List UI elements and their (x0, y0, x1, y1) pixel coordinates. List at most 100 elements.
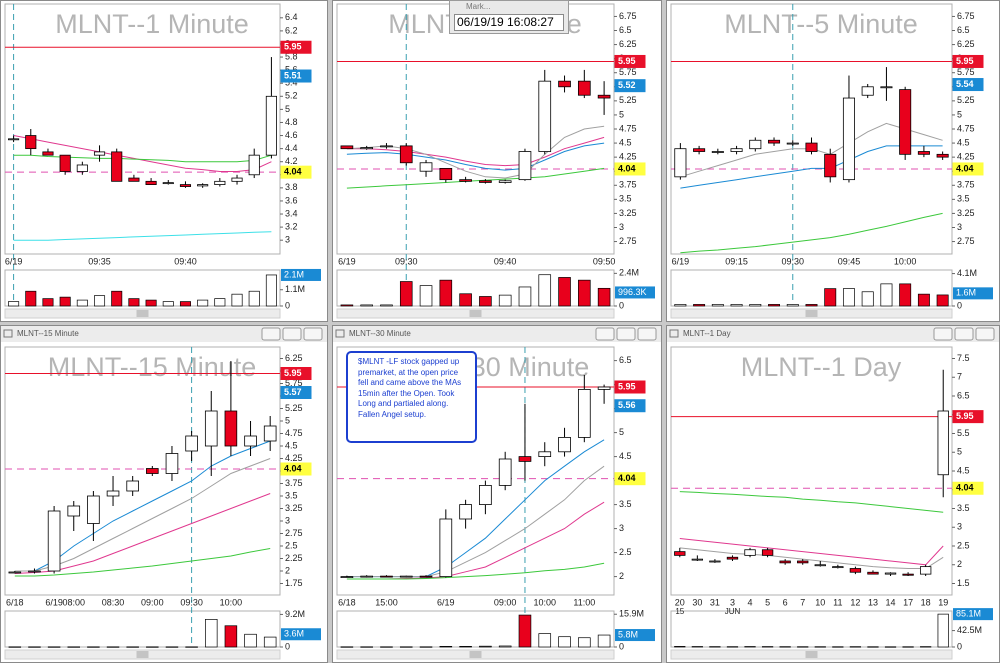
volume-bar (224, 625, 238, 648)
candle-body (832, 566, 844, 569)
volume-bar (597, 287, 611, 307)
candle-body (28, 570, 41, 573)
volume-bar (25, 290, 37, 307)
volume-tag (615, 629, 655, 642)
x-tick-label: 09:00 (141, 597, 164, 607)
price-tag (280, 386, 312, 399)
volume-bar (805, 304, 818, 307)
candle-body (214, 180, 226, 185)
x-tick-label: 30 (692, 597, 702, 607)
x-tick-label: 7 (800, 597, 805, 607)
window-button[interactable] (595, 327, 615, 341)
volume-tick-label: 0 (619, 300, 624, 310)
volume-bar (538, 633, 552, 648)
volume-pane (336, 610, 615, 648)
volume-bar (106, 646, 120, 648)
volume-bar (917, 293, 930, 307)
x-tick-label: 6/19 (338, 256, 356, 266)
price-tag-label: 5.51 (284, 70, 302, 80)
x-tick-label: 09:30 (782, 256, 805, 266)
price-tag (280, 165, 312, 179)
y-tick-label: 3.5 (285, 490, 298, 500)
marker-popup[interactable]: Mark... 06/19/19 16:08:27 (449, 0, 569, 34)
window-button[interactable] (954, 327, 974, 341)
volume-bar (936, 294, 949, 307)
window-button[interactable] (975, 327, 995, 341)
moving-average (346, 142, 605, 171)
window-button[interactable] (616, 327, 636, 341)
volume-bar (360, 304, 373, 307)
candle-body (419, 162, 433, 172)
volume-bar (597, 634, 611, 648)
y-tick-label: 5.8 (285, 51, 298, 61)
volume-bar (578, 637, 591, 648)
candle-body (204, 410, 218, 447)
candle-body (380, 575, 393, 578)
y-tick-label: 3 (619, 222, 624, 232)
window-button[interactable] (303, 327, 323, 341)
candle-body (709, 560, 721, 563)
window-button[interactable] (282, 327, 302, 341)
volume-bar (814, 646, 826, 648)
volume-bar (498, 294, 512, 307)
x-tick-label: 20 (675, 597, 685, 607)
y-tick-label: 3.75 (285, 478, 303, 488)
candle-body (937, 410, 949, 476)
volume-tick-label: 0 (285, 641, 290, 651)
window-button[interactable] (933, 327, 953, 341)
candle-body (597, 386, 611, 390)
y-tick-label: 2 (957, 559, 962, 569)
volume-bar (380, 304, 393, 307)
candle-body (76, 164, 88, 172)
candle-body (459, 504, 472, 520)
price-tag (952, 410, 984, 424)
candle-body (597, 94, 611, 99)
y-tick-label: 3 (285, 235, 290, 245)
y-tick-label: 2.25 (285, 553, 303, 563)
y-tick-label: 7.5 (957, 353, 970, 363)
price-tag (952, 162, 984, 176)
moving-average (346, 136, 605, 167)
price-tag-label: 5.95 (618, 381, 636, 391)
candle-body (744, 549, 756, 556)
price-pane (336, 346, 615, 596)
scroll-thumb[interactable] (805, 651, 818, 658)
candle-body (577, 80, 591, 96)
candle-body (842, 97, 855, 181)
volume-bar (884, 646, 897, 648)
volume-bar (380, 646, 393, 648)
candle-body (726, 556, 739, 560)
window-button[interactable] (261, 327, 281, 341)
scroll-thumb[interactable] (469, 651, 482, 658)
x-tick-label: 6 (783, 597, 788, 607)
y-tick-label: 5.2 (285, 91, 298, 101)
watermark-title: MLNT--1 Day (741, 352, 902, 382)
price-tag (614, 162, 646, 176)
y-tick-label: 2.75 (957, 236, 975, 246)
candle-body (518, 151, 532, 181)
scroll-thumb[interactable] (805, 310, 818, 317)
candle-body (93, 151, 106, 156)
candle-body (265, 95, 277, 156)
candle-body (786, 142, 799, 145)
window-icon (335, 329, 345, 338)
y-tick-label: 5.75 (957, 67, 975, 77)
scroll-thumb[interactable] (136, 310, 149, 317)
moving-average (679, 491, 944, 513)
price-tag (614, 54, 646, 68)
x-tick-label: 09:40 (494, 256, 517, 266)
candle-body (162, 182, 174, 185)
volume-bar (419, 646, 433, 648)
candle-body (558, 436, 571, 453)
window-title: MLNT--1 Day (683, 329, 731, 338)
watermark-title: MLNT--1 Minute (55, 9, 249, 39)
window-title: MLNT--30 Minute (349, 329, 411, 338)
window-button[interactable] (637, 327, 657, 341)
scroll-thumb[interactable] (469, 310, 482, 317)
y-tick-label: 5.75 (619, 67, 637, 77)
price-tag (280, 367, 312, 380)
volume-bar (231, 293, 243, 307)
scroll-thumb[interactable] (136, 651, 149, 658)
y-tick-label: 6.25 (619, 39, 637, 49)
volume-bar (730, 304, 743, 307)
